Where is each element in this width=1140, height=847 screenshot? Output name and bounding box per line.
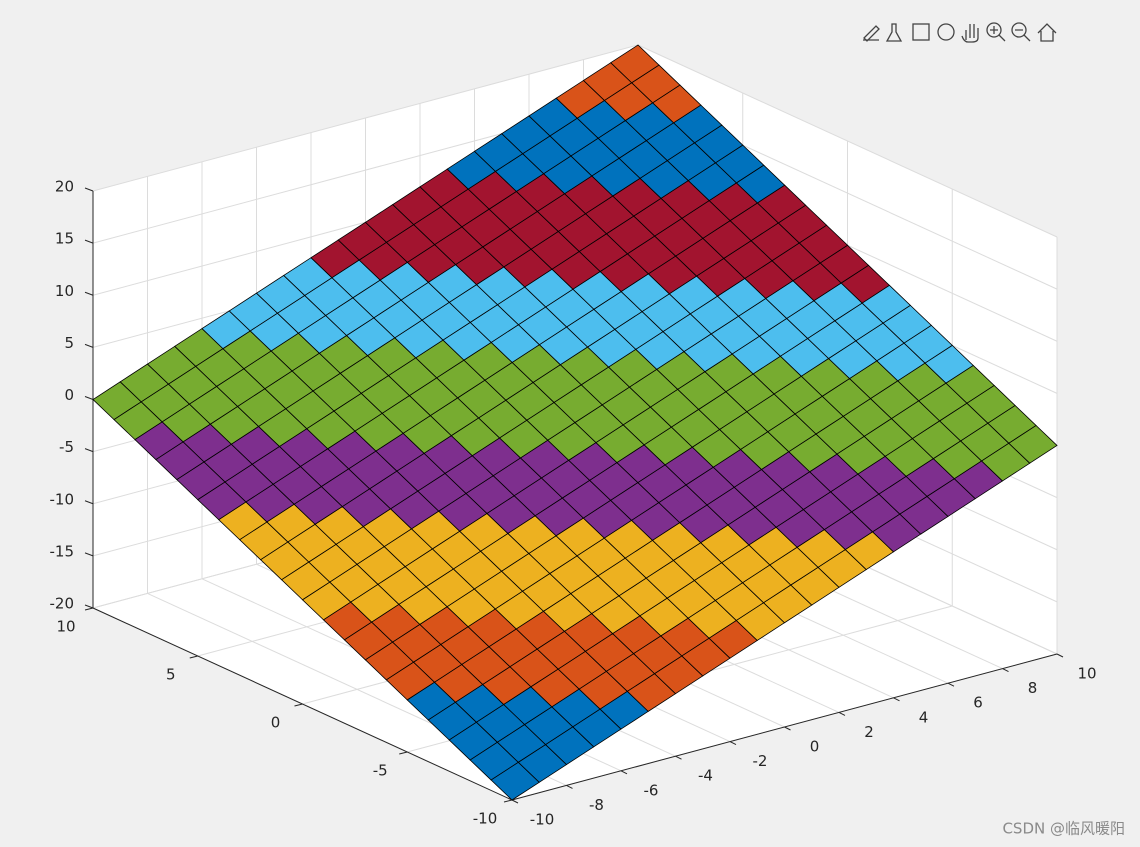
- z-tick-label: 0: [64, 386, 74, 404]
- pan-icon[interactable]: [961, 24, 979, 43]
- tick-mark: [566, 784, 573, 789]
- datatip-icon[interactable]: [885, 23, 903, 42]
- tick-mark: [84, 604, 94, 609]
- z-tick-label: 10: [55, 282, 74, 300]
- tick-mark: [84, 500, 94, 505]
- z-tick-label: -20: [50, 595, 75, 613]
- x-tick-label: 8: [1028, 679, 1038, 697]
- tick-mark: [84, 552, 94, 557]
- x-tick-label: 2: [864, 723, 874, 741]
- y-tick-label: 5: [166, 666, 176, 684]
- tick-mark: [1056, 653, 1064, 658]
- tick-mark: [399, 751, 408, 755]
- zoom-out-icon[interactable]: [1011, 22, 1027, 38]
- tick-mark: [84, 239, 94, 244]
- y-tick-label: 10: [56, 618, 75, 636]
- tick-mark: [729, 741, 737, 746]
- y-tick-label: 0: [271, 714, 281, 732]
- tick-mark: [675, 755, 682, 760]
- x-tick-label: -6: [644, 781, 659, 799]
- tick-mark: [784, 726, 791, 731]
- z-tick-label: 15: [55, 230, 74, 248]
- z-tick-label: 5: [64, 334, 74, 352]
- tick-mark: [503, 799, 513, 803]
- z-tick-label: -5: [59, 438, 74, 456]
- y-tick-label: -10: [473, 810, 498, 828]
- watermark: CSDN @临风暖阳: [1002, 820, 1125, 838]
- x-tick-label: 6: [973, 694, 983, 712]
- x-tick-label: 4: [919, 708, 929, 726]
- grid-line: [637, 44, 1058, 238]
- tick-mark: [189, 655, 198, 659]
- x-tick-label: 10: [1077, 665, 1096, 683]
- tick-mark: [947, 682, 955, 687]
- z-tick-label: -10: [50, 490, 75, 508]
- tick-mark: [84, 607, 94, 611]
- x-tick-label: -10: [530, 811, 555, 829]
- z-tick-label: -15: [50, 542, 75, 560]
- tick-mark: [511, 799, 519, 804]
- home-icon[interactable]: [1037, 23, 1057, 42]
- tick-mark: [893, 697, 900, 702]
- x-tick-label: -4: [698, 767, 713, 785]
- zoom-in-icon[interactable]: [986, 22, 1002, 38]
- tick-mark: [620, 770, 628, 775]
- x-tick-label: -8: [589, 796, 604, 814]
- tick-mark: [84, 187, 94, 192]
- tick-mark: [84, 291, 94, 296]
- surface-cell: [610, 44, 660, 84]
- tick-mark: [84, 343, 94, 348]
- legend-icon[interactable]: [912, 23, 930, 41]
- z-tick-label: 20: [55, 178, 74, 196]
- tick-mark: [84, 396, 94, 400]
- grid-line: [92, 44, 639, 192]
- x-tick-label: -2: [753, 752, 768, 770]
- tick-mark: [84, 448, 94, 453]
- tick-mark: [294, 703, 303, 707]
- toolbar: [863, 22, 1057, 43]
- rotate-icon[interactable]: [937, 23, 955, 41]
- tick-mark: [1002, 668, 1009, 673]
- brush-icon[interactable]: [863, 25, 880, 42]
- tick-mark: [838, 711, 846, 716]
- axes: -10-8-6-4-20246810-10-50510-20-15-10-505…: [50, 44, 1097, 829]
- x-tick-label: 0: [810, 738, 820, 756]
- y-tick-label: -5: [373, 762, 388, 780]
